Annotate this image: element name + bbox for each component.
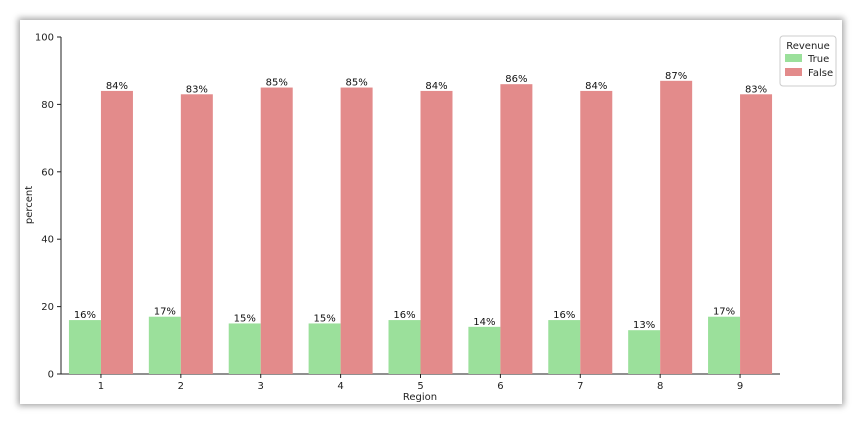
- bar-true-5: [388, 320, 421, 374]
- legend-title: Revenue: [786, 41, 830, 52]
- x-axis-title: Region: [403, 392, 437, 403]
- bar-false-7: [580, 90, 613, 375]
- x-ticks: 1 2 3 4 5 6 7 8 9: [98, 374, 743, 392]
- bar-true-6: [468, 326, 501, 374]
- y-tick-label: 40: [41, 235, 54, 246]
- bar-label-true-8: 13%: [633, 320, 655, 331]
- bar-true-9: [708, 316, 741, 374]
- bar-false-9: [740, 94, 773, 374]
- bar-label-false-7: 84%: [585, 81, 607, 92]
- x-tick-label: 5: [417, 381, 423, 392]
- x-tick-label: 4: [337, 381, 343, 392]
- bar-label-false-1: 84%: [106, 81, 128, 92]
- y-ticks: 0 20 40 60 80 100: [35, 33, 61, 381]
- bar-label-false-8: 87%: [665, 71, 687, 82]
- y-tick-label: 100: [35, 33, 54, 44]
- bar-true-8: [628, 330, 661, 374]
- bar-label-false-2: 83%: [186, 84, 208, 95]
- legend-label-true: True: [807, 54, 829, 65]
- x-tick-label: 1: [98, 381, 104, 392]
- legend: Revenue True False: [779, 35, 837, 87]
- x-tick-label: 3: [258, 381, 264, 392]
- y-tick-label: 60: [41, 167, 54, 178]
- bar-label-false-4: 85%: [345, 78, 367, 89]
- bar-false-5: [420, 90, 453, 375]
- bar-labels: 16% 17% 15% 15% 16% 14% 16% 13% 17% 84% 83% 85% 85% 8…: [74, 71, 767, 331]
- bar-label-true-7: 16%: [553, 310, 575, 321]
- legend-swatch-true: [785, 54, 802, 62]
- bar-false-1: [100, 90, 133, 375]
- x-tick-label: 2: [178, 381, 184, 392]
- bar-true-1: [68, 320, 101, 374]
- bar-false-3: [260, 87, 293, 375]
- bar-false-2: [180, 94, 213, 374]
- bar-true-4: [308, 323, 341, 374]
- bar-true-2: [148, 316, 181, 374]
- x-tick-label: 6: [497, 381, 503, 392]
- bar-label-true-2: 17%: [154, 307, 176, 318]
- bars: [68, 80, 773, 375]
- legend-swatch-false: [785, 68, 802, 76]
- y-axis-title: percent: [24, 186, 35, 224]
- bar-false-6: [500, 84, 533, 375]
- bar-label-true-9: 17%: [713, 307, 735, 318]
- bar-label-true-5: 16%: [393, 310, 415, 321]
- bar-label-true-6: 14%: [473, 317, 495, 328]
- bar-label-true-3: 15%: [234, 313, 256, 324]
- bar-label-true-4: 15%: [313, 313, 335, 324]
- bar-false-4: [340, 87, 373, 375]
- bar-true-3: [228, 323, 261, 374]
- bar-label-false-9: 83%: [745, 84, 767, 95]
- bar-label-true-1: 16%: [74, 310, 96, 321]
- bar-true-7: [548, 320, 581, 374]
- y-tick-label: 80: [41, 100, 54, 111]
- bar-false-8: [660, 80, 693, 374]
- x-tick-label: 7: [577, 381, 583, 392]
- y-tick-label: 0: [48, 370, 54, 381]
- legend-label-false: False: [808, 68, 833, 79]
- x-tick-label: 8: [657, 381, 663, 392]
- bar-label-false-3: 85%: [266, 78, 288, 89]
- bar-label-false-5: 84%: [425, 81, 447, 92]
- bar-label-false-6: 86%: [505, 74, 527, 85]
- x-tick-label: 9: [737, 381, 743, 392]
- y-tick-label: 20: [41, 302, 54, 313]
